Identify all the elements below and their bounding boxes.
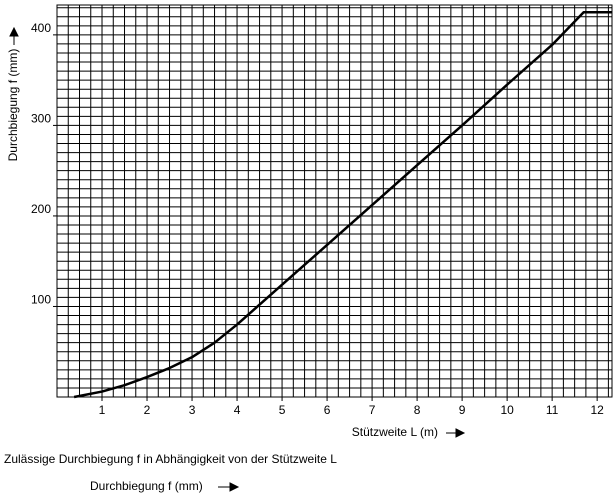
x-tick-label: 6 xyxy=(324,403,331,417)
x-tick-label: 2 xyxy=(144,403,151,417)
y-tick-label: 200 xyxy=(31,202,51,216)
x-tick-label: 9 xyxy=(459,403,466,417)
x-tick-label: 8 xyxy=(414,403,421,417)
x-tick-label: 5 xyxy=(279,403,286,417)
x-axis-label: Stützweite L (m) xyxy=(352,425,438,439)
plot-frame xyxy=(56,4,613,398)
y-tick-label: 300 xyxy=(31,112,51,126)
curve xyxy=(73,10,612,399)
footer-label: Durchbiegung f (mm) xyxy=(90,479,203,493)
x-tick-label: 1 xyxy=(99,403,106,417)
y-axis-label: Durchbiegung f (mm) xyxy=(6,49,20,162)
x-tick-label: 7 xyxy=(369,403,376,417)
y-tick-label: 400 xyxy=(31,21,51,35)
x-axis-arrow xyxy=(446,428,466,438)
y-axis-arrow xyxy=(9,26,19,45)
x-tick-label: 4 xyxy=(234,403,241,417)
caption: Zulässige Durchbiegung f in Abhängigkeit… xyxy=(4,452,337,466)
x-tick-label: 12 xyxy=(590,403,604,417)
x-tick-label: 11 xyxy=(546,403,559,417)
footer-arrow xyxy=(218,482,240,492)
y-tick-label: 100 xyxy=(31,293,51,307)
x-tick-label: 3 xyxy=(189,403,196,417)
x-tick-label: 10 xyxy=(500,403,514,417)
